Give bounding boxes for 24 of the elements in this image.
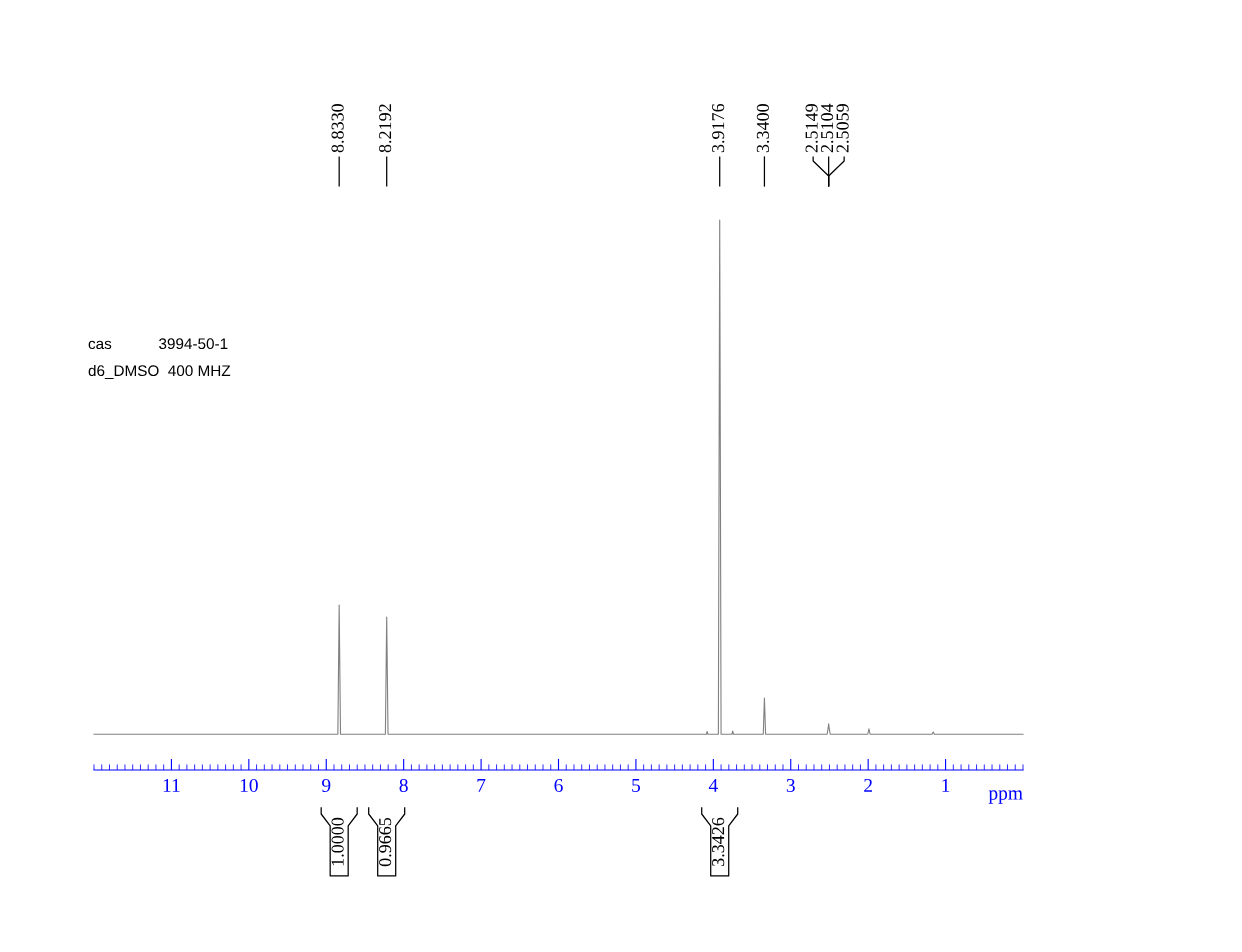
annotation: 2.5104	[820, 103, 834, 153]
x-tick-label: 8	[399, 778, 408, 793]
x-tick-label: 11	[163, 778, 180, 792]
x-tick-label: 4	[708, 779, 718, 792]
annotation: d6_DMSO 400 MHZ	[88, 364, 231, 379]
annotation: 3.9176	[712, 103, 725, 153]
text: 1.0000	[331, 817, 344, 866]
annotation: 3.3400	[756, 104, 770, 153]
annotation: 8.2192	[379, 104, 392, 153]
annotation: 2.5059	[836, 104, 849, 153]
annotation: cas 3994-50-1	[88, 338, 228, 350]
text: 3.3426	[712, 817, 725, 866]
annotation: 2.5149	[805, 104, 818, 153]
x-tick-label: 9	[322, 778, 331, 793]
x-axis-title: ppm	[988, 790, 1023, 804]
x-tick-label: 5	[632, 779, 641, 793]
x-tick-label: 6	[554, 778, 563, 793]
x-tick-label: 10	[240, 778, 258, 793]
x-tick-label: 2	[864, 778, 872, 792]
text: 0.9665	[379, 817, 392, 867]
annotation: 8.8330	[331, 104, 344, 153]
x-tick-label: 7	[477, 779, 486, 792]
x-tick-label: 3	[786, 778, 795, 793]
x-tick-label: 1	[942, 778, 950, 792]
